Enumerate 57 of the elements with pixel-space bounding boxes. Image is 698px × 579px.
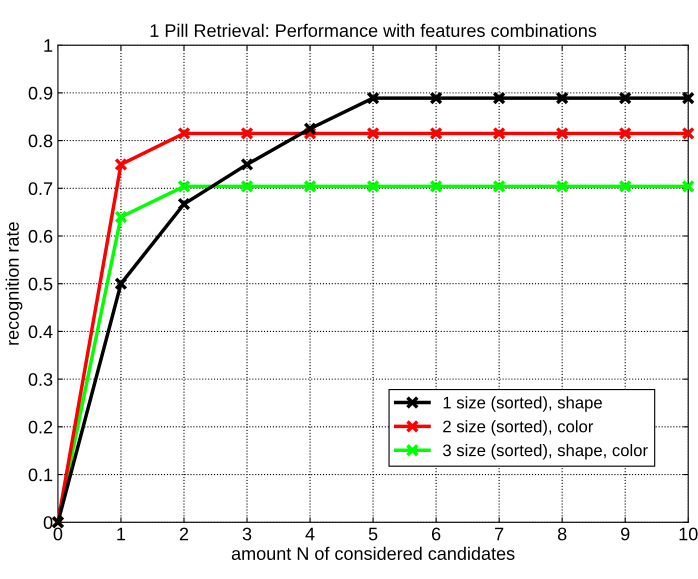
x-tick-label: 10 xyxy=(680,528,698,540)
x-tick-label: 6 xyxy=(432,528,440,540)
x-tick-label: 4 xyxy=(305,528,315,540)
y-tick-label: 0.5 xyxy=(28,278,52,290)
point xyxy=(430,126,443,140)
y-tick-label: 0.4 xyxy=(28,325,53,338)
point xyxy=(682,92,695,105)
point xyxy=(618,180,632,193)
point xyxy=(366,126,380,140)
point xyxy=(492,180,506,193)
point xyxy=(682,126,695,140)
point xyxy=(682,180,695,193)
y-tick-label: 0.2 xyxy=(28,420,52,434)
point xyxy=(366,180,380,193)
y-tick-label: 0.6 xyxy=(28,230,52,243)
x-tick-label: 5 xyxy=(368,528,378,540)
point xyxy=(430,180,443,193)
chart-title: 1 Pill Retrieval: Performance with features combinations xyxy=(150,24,596,38)
x-tick-label: 1 xyxy=(117,528,126,540)
point xyxy=(492,92,506,105)
point xyxy=(177,197,191,211)
y-tick-label: 0 xyxy=(44,516,52,529)
point xyxy=(430,92,443,105)
point xyxy=(303,180,317,193)
x-axis-title: amount N of considered candidates xyxy=(232,546,514,560)
point xyxy=(240,126,254,140)
y-tick-label: 0.1 xyxy=(28,468,52,482)
point xyxy=(366,92,380,105)
point xyxy=(177,126,191,140)
y-axis-title: recognition rate xyxy=(6,222,22,345)
point xyxy=(618,92,632,105)
point xyxy=(240,158,254,172)
point xyxy=(618,126,632,140)
x-tick-label: 8 xyxy=(558,528,566,540)
point xyxy=(114,277,128,290)
point xyxy=(556,92,569,105)
y-tick-label: 1 xyxy=(44,39,52,52)
point xyxy=(177,180,191,193)
legend-label: 3 size (sorted), shape, color xyxy=(443,444,648,460)
y-tick-label: 0.3 xyxy=(28,373,52,386)
x-tick-label: 3 xyxy=(242,528,252,540)
y-tick-label: 0.9 xyxy=(28,86,52,100)
point xyxy=(492,126,506,140)
point xyxy=(114,158,128,172)
legend-label: 1 size (sorted), shape xyxy=(444,396,602,412)
x-tick-label: 0 xyxy=(54,528,62,540)
x-tick-label: 2 xyxy=(180,528,188,540)
y-tick-label: 0.7 xyxy=(28,182,52,196)
point xyxy=(240,180,254,193)
x-tick-label: 7 xyxy=(495,528,504,540)
point xyxy=(303,122,317,136)
x-tick-label: 9 xyxy=(621,528,630,540)
point xyxy=(556,126,569,140)
y-tick-label: 0.8 xyxy=(28,134,52,148)
point xyxy=(114,210,128,224)
point xyxy=(556,180,569,193)
legend-label: 2 size (sorted), color xyxy=(443,420,594,436)
